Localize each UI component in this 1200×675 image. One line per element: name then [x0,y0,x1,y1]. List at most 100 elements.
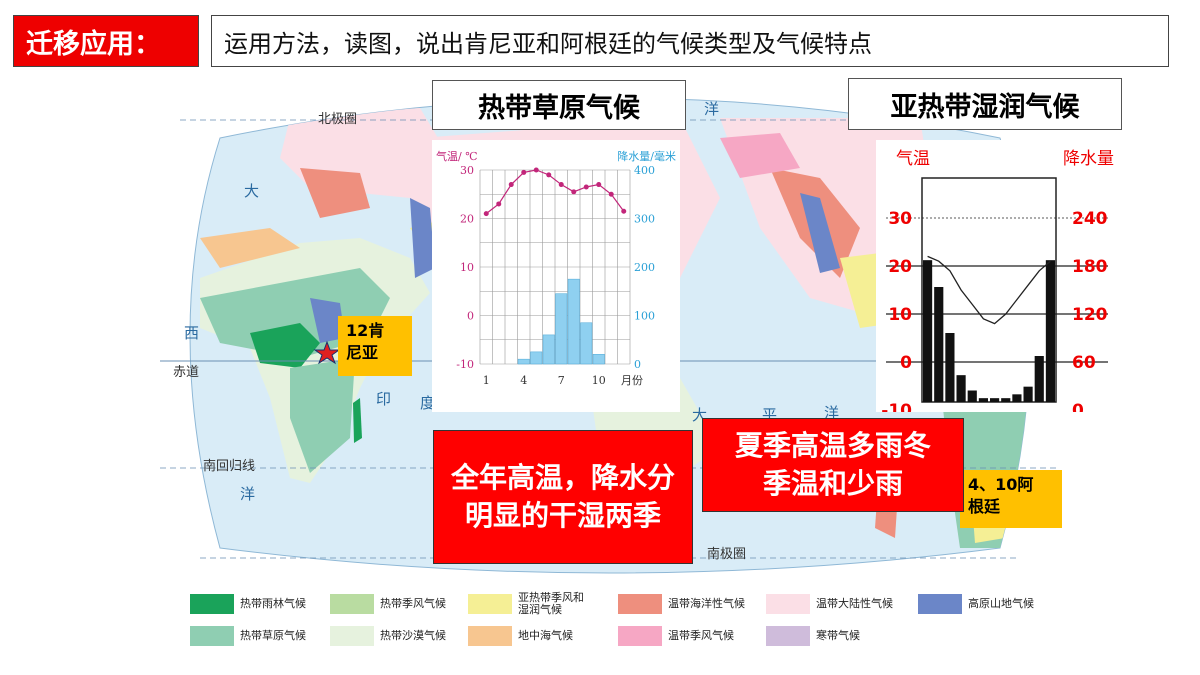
temp-point [496,201,502,207]
precip-bar [530,351,543,365]
savanna-feature-box: 全年高温，降水分明显的干湿两季 [433,430,693,564]
temp-point [583,184,589,190]
temp-tick-label: 0 [467,310,474,323]
ocean-label-yin: 印 [376,390,392,408]
precip-bar [542,334,555,365]
legend-item-tropical-rainforest: 热带雨林气候 [190,592,306,616]
legend-label: 热带雨林气候 [240,597,306,610]
month-tick-label: 10 [592,374,606,387]
legend-label: 热带沙漠气候 [380,629,446,642]
kenya-label: 12肯 尼亚 [338,316,412,376]
precip-axis-label: 降水量/毫米 [617,149,676,163]
temp-tick-label: 20 [888,257,912,277]
precip-bar [945,333,955,402]
legend-swatch [330,626,374,646]
temp-point [621,208,627,214]
section-tag: 迁移应用： [13,15,199,67]
tropic-capricorn-label: 南回归线 [203,459,256,474]
legend-item-tropical-desert: 热带沙漠气候 [330,624,446,648]
precip-axis-label: 降水量 [1063,149,1114,169]
ocean-label-north-yang: 洋 [704,100,720,118]
temp-axis-label: 气温/ ℃ [436,149,478,163]
precip-bar [592,354,605,365]
ocean-label-da: 大 [244,182,260,200]
legend-item-polar: 寒带气候 [766,624,860,648]
month-tick-label: 4 [520,374,527,387]
temp-tick-label: -10 [456,358,474,371]
precip-tick-label: 0 [634,358,641,371]
legend-swatch [190,594,234,614]
legend-swatch [766,626,810,646]
argentina-label: 4、10阿 根廷 [960,470,1062,528]
legend-label: 地中海气候 [518,629,573,642]
legend-swatch [618,626,662,646]
legend-label: 温带大陆性气候 [816,597,893,610]
precip-tick-label: 400 [634,164,655,177]
legend-swatch [918,594,962,614]
temp-point [483,211,489,217]
temp-point [546,172,552,178]
legend-item-tropical-monsoon: 热带季风气候 [330,592,446,616]
temp-axis-label: 气温 [896,149,930,169]
legend-swatch [468,626,512,646]
precip-bar [1034,356,1044,402]
subtropical-climate-chart: 气温 降水量 30 20 10 0 -10 240 180 120 60 0 [876,140,1116,421]
temp-tick-label: 30 [460,164,474,177]
precip-bar [1012,394,1022,402]
precip-tick-label: 60 [1072,353,1096,373]
legend-label: 热带草原气候 [240,629,306,642]
legend-swatch [766,594,810,614]
precip-tick-label: 300 [634,213,655,226]
precip-bar [1045,260,1055,402]
temp-tick-label: 30 [888,209,912,229]
month-tick-label: 1 [483,374,490,387]
temp-tick-label: 20 [460,213,474,226]
savanna-climate-chart: 气温/ ℃ 降水量/毫米 30 20 10 0 -10 400 300 200 100 0 1 4 7 10 月… [432,140,680,412]
temp-point [571,189,577,195]
legend-swatch [618,594,662,614]
legend-item-highland: 高原山地气候 [918,592,1034,616]
legend-item-mediterranean: 地中海气候 [468,624,573,648]
legend-label: 亚热带季风和湿润气候 [518,591,584,616]
precip-bar [967,390,977,402]
legend-label: 高原山地气候 [968,597,1034,610]
precip-tick-label: 200 [634,261,655,274]
temp-point [508,182,514,188]
arctic-circle-label: 北极圈 [318,112,358,127]
subtropical-chart-svg: 气温 降水量 30 20 10 0 -10 240 180 120 60 0 [881,149,1114,421]
temp-line [927,255,1051,325]
legend-item-temperate-continental: 温带大陆性气候 [766,592,893,616]
legend-swatch [330,594,374,614]
legend-item-subtropical-monsoon: 亚热带季风和湿润气候 [468,592,592,616]
legend-item-temperate-maritime: 温带海洋性气候 [618,592,745,616]
temp-point [558,182,564,188]
precip-bar [934,287,944,402]
temp-point [596,182,602,188]
precip-bar [1001,398,1011,402]
precip-bar [1023,386,1033,402]
legend-label: 热带季风气候 [380,597,446,610]
temp-tick-label: 10 [888,305,912,325]
precip-tick-label: 180 [1072,257,1108,277]
climate-legend: 热带雨林气候 热带季风气候 亚热带季风和湿润气候 温带海洋性气候 温带大陆性气候… [190,588,1090,658]
antarctic-circle-label: 南极圈 [707,547,747,562]
legend-label: 温带海洋性气候 [668,597,745,610]
precip-tick-label: 120 [1072,305,1108,325]
savanna-climate-title: 热带草原气候 [432,80,686,130]
temp-point [521,169,527,175]
ocean-label-pacific-yang: 洋 [824,404,840,422]
precip-bar [923,260,933,402]
temp-line [485,169,625,215]
ocean-label-yang: 洋 [240,485,256,503]
temp-tick-label: 10 [460,261,474,274]
precip-bar [567,278,580,365]
subtropical-feature-box: 夏季高温多雨冬季温和少雨 [702,418,964,512]
humid-subtropical-climate-title: 亚热带湿润气候 [848,78,1122,130]
temp-point [608,191,614,197]
legend-label: 温带季风气候 [668,629,734,642]
legend-item-tropical-savanna: 热带草原气候 [190,624,306,648]
legend-label: 寒带气候 [816,629,860,642]
precip-bar [517,358,530,365]
precip-tick-label: 240 [1072,209,1108,229]
precip-bar [978,398,988,402]
